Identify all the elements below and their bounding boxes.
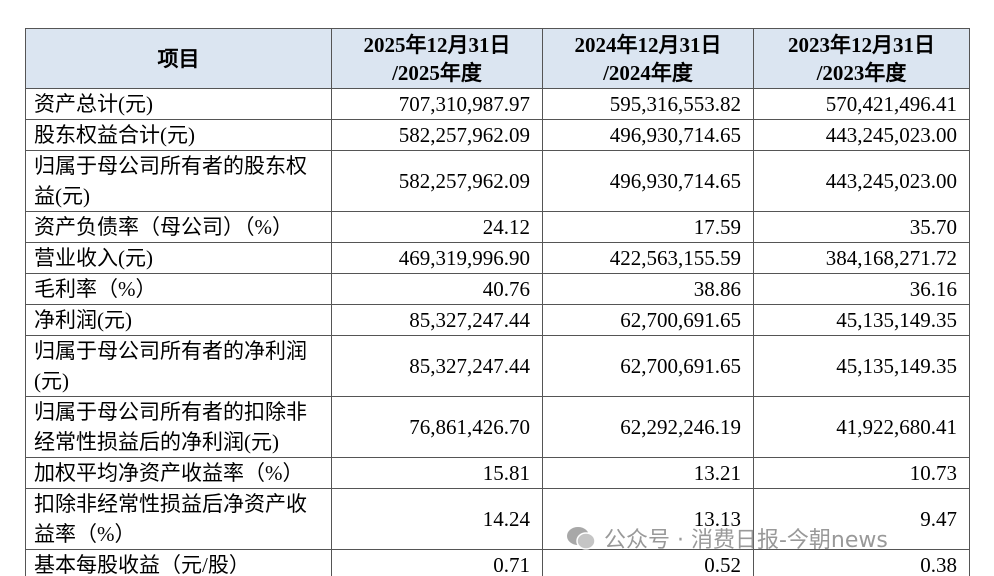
value-cell: 443,245,023.00 [753, 150, 970, 212]
value-cell: 38.86 [542, 273, 754, 305]
watermark-text: 公众号 · 消费日报-今朝news [604, 528, 888, 553]
value-cell: 15.81 [331, 457, 543, 489]
row-label: 扣除非经常性损益后净资产收益率（%） [25, 488, 332, 550]
value-cell: 0.71 [331, 549, 543, 576]
table-row: 归属于母公司所有者的净利润(元) 85,327,247.44 62,700,691.… [25, 335, 970, 397]
value-cell: 62,700,691.65 [542, 335, 754, 397]
row-label: 加权平均净资产收益率（%） [25, 457, 332, 489]
value-cell: 443,245,023.00 [753, 119, 970, 151]
table-row: 加权平均净资产收益率（%） 15.81 13.21 10.73 [25, 457, 970, 489]
row-label: 资产负债率（母公司）（%） [25, 211, 332, 243]
value-cell: 76,861,426.70 [331, 396, 543, 458]
row-label: 毛利率（%） [25, 273, 332, 305]
table-row: 归属于母公司所有者的扣除非经常性损益后的净利润(元) 76,861,426.70 6… [25, 396, 970, 458]
table-row: 营业收入(元) 469,319,996.90 422,563,155.59 384,1… [25, 242, 970, 274]
value-cell: 595,316,553.82 [542, 88, 754, 120]
row-label: 营业收入(元) [25, 242, 332, 274]
table-row: 毛利率（%） 40.76 38.86 36.16 [25, 273, 970, 305]
header-row: 项目 2025年12月31日/2025年度 2024年12月31日/2024年度 20… [25, 28, 970, 89]
row-label: 基本每股收益（元/股） [25, 549, 332, 576]
value-cell: 0.52 [542, 549, 754, 576]
header-line: /2023年度 [816, 60, 907, 85]
value-cell: 85,327,247.44 [331, 335, 543, 397]
value-cell: 45,135,149.35 [753, 335, 970, 397]
value-cell: 85,327,247.44 [331, 304, 543, 336]
value-cell: 14.24 [331, 488, 543, 550]
value-cell: 45,135,149.35 [753, 304, 970, 336]
header-cell: 项目 [25, 28, 332, 89]
header-cell: 2024年12月31日/2024年度 [542, 28, 754, 89]
value-cell: 384,168,271.72 [753, 242, 970, 274]
table-row: 资产总计(元) 707,310,987.97 595,316,553.82 570,4… [25, 88, 970, 120]
value-cell: 496,930,714.65 [542, 119, 754, 151]
header-line: 2023年12月31日 [788, 32, 935, 57]
table-row: 资产负债率（母公司）（%） 24.12 17.59 35.70 [25, 211, 970, 243]
value-cell: 10.73 [753, 457, 970, 489]
table-row: 归属于母公司所有者的股东权益(元) 582,257,962.09 496,930,7… [25, 150, 970, 212]
value-cell: 582,257,962.09 [331, 119, 543, 151]
table-row: 股东权益合计(元) 582,257,962.09 496,930,714.65 443… [25, 119, 970, 151]
row-label: 股东权益合计(元) [25, 119, 332, 151]
value-cell: 496,930,714.65 [542, 150, 754, 212]
row-label: 归属于母公司所有者的净利润(元) [25, 335, 332, 397]
table-body: 资产总计(元) 707,310,987.97 595,316,553.82 570,4… [25, 88, 970, 576]
value-cell: 36.16 [753, 273, 970, 305]
value-cell: 707,310,987.97 [331, 88, 543, 120]
value-cell: 40.76 [331, 273, 543, 305]
header-line: /2025年度 [392, 60, 482, 85]
header-line: 2025年12月31日 [363, 32, 511, 57]
value-cell: 582,257,962.09 [331, 150, 543, 212]
value-cell: 469,319,996.90 [331, 242, 543, 274]
value-cell: 422,563,155.59 [542, 242, 754, 274]
value-cell: 0.38 [753, 549, 970, 576]
wechat-icon [567, 527, 596, 550]
header-cell: 2023年12月31日/2023年度 [753, 28, 970, 89]
value-cell: 13.13 [542, 488, 754, 550]
value-cell: 17.59 [542, 211, 754, 243]
value-cell: 62,292,246.19 [542, 396, 754, 458]
value-cell: 9.47 [753, 488, 970, 550]
value-cell: 62,700,691.65 [542, 304, 754, 336]
header-line: /2024年度 [603, 60, 693, 85]
financial-table: 项目 2025年12月31日/2025年度 2024年12月31日/2024年度 20… [25, 28, 970, 576]
row-label: 归属于母公司所有者的扣除非经常性损益后的净利润(元) [25, 396, 332, 458]
value-cell: 35.70 [753, 211, 970, 243]
header-cell: 2025年12月31日/2025年度 [331, 28, 543, 89]
value-cell: 41,922,680.41 [753, 396, 970, 458]
row-label: 归属于母公司所有者的股东权益(元) [25, 150, 332, 212]
header-line: 2024年12月31日 [574, 32, 722, 57]
row-label: 净利润(元) [25, 304, 332, 336]
row-label: 资产总计(元) [25, 88, 332, 120]
table-row: 净利润(元) 85,327,247.44 62,700,691.65 45,135,1… [25, 304, 970, 336]
value-cell: 24.12 [331, 211, 543, 243]
value-cell: 13.21 [542, 457, 754, 489]
table-row: 基本每股收益（元/股） 0.71 0.52 0.38 [25, 549, 970, 576]
watermark: 公众号 · 消费日报-今朝news [566, 522, 888, 554]
value-cell: 570,421,496.41 [753, 88, 970, 120]
